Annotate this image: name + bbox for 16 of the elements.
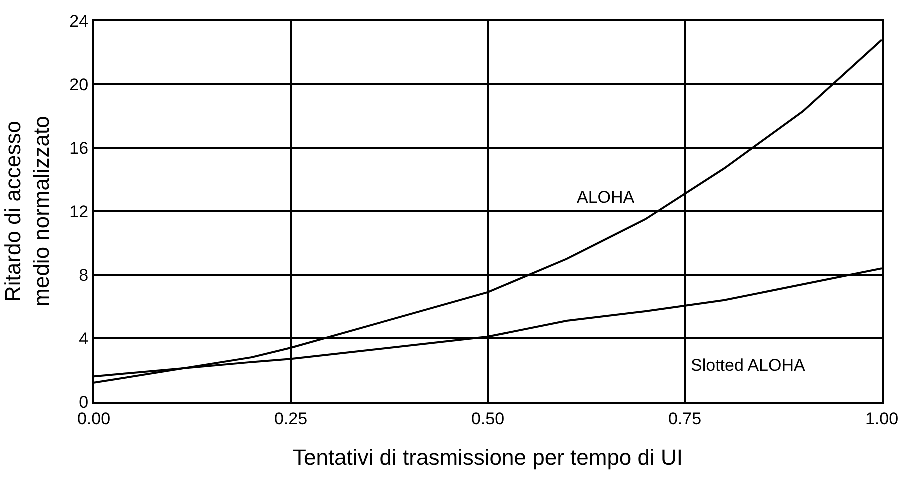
y-axis-title: Ritardo di accesso medio normalizzato <box>0 116 54 307</box>
y-tick-label: 0 <box>79 392 89 412</box>
x-tick-label: 0.50 <box>471 409 505 428</box>
text: Slotted ALOHA <box>691 356 806 375</box>
y-tick-label: 20 <box>70 75 89 94</box>
y-tick-label: 8 <box>79 266 89 285</box>
x-tick-label: 0.00 <box>77 409 111 428</box>
y-tick-label: 16 <box>70 138 89 158</box>
y-tick-label: 24 <box>70 12 89 31</box>
x-axis-title: Tentativi di trasmissione per tempo di UI <box>292 444 684 470</box>
series-label: ALOHA <box>577 188 636 207</box>
x-tick-label: 1.00 <box>865 409 899 428</box>
y-tick-label: 4 <box>79 329 89 348</box>
x-tick-label: 0.75 <box>668 409 702 428</box>
y-tick-label: 12 <box>70 202 89 222</box>
x-tick-label: 0.25 <box>274 409 308 428</box>
